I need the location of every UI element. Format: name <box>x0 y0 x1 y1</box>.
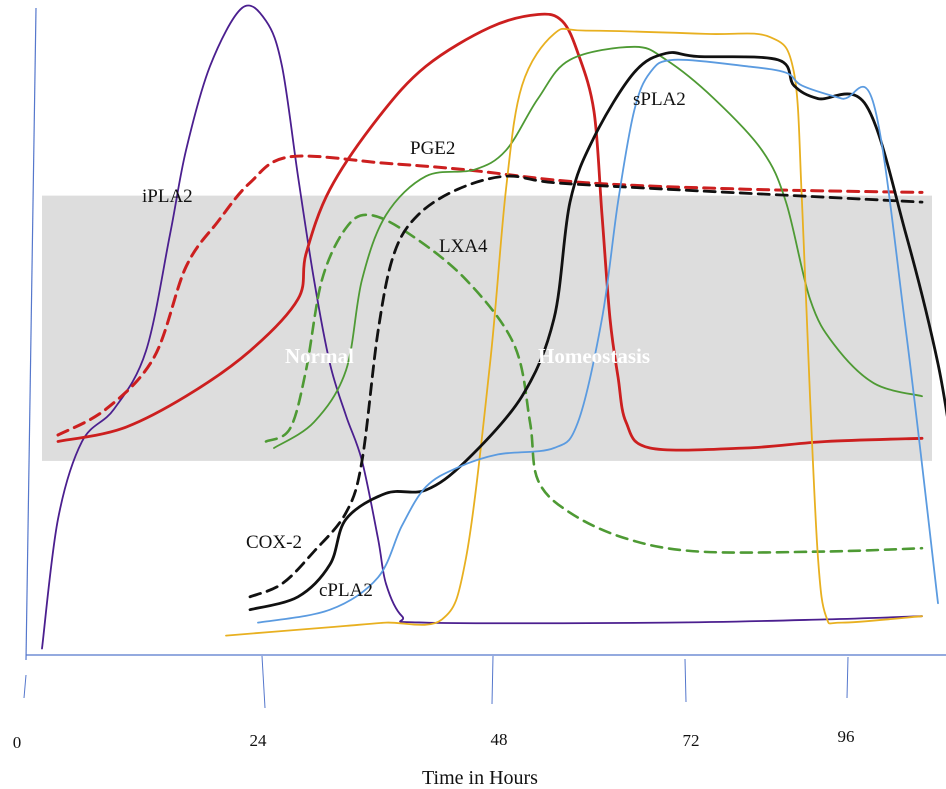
label-cpla2: cPLA2 <box>319 580 373 601</box>
spla2-line-5 <box>225 27 923 637</box>
x-tick-48 <box>491 655 494 705</box>
label-lxa4: LXA4 <box>439 236 488 257</box>
x-tick-0 <box>23 674 27 699</box>
cpla2-line-8 <box>257 58 939 624</box>
label-pge2: PGE2 <box>410 138 455 159</box>
x-axis-title: Time in Hours <box>422 767 538 789</box>
cox-2-line-6 <box>248 174 924 599</box>
pge2-line-2 <box>56 12 924 452</box>
series-line-7 <box>248 51 946 612</box>
y-axis <box>25 7 37 661</box>
x-tick-72 <box>684 658 687 703</box>
x-tick-label-72: 72 <box>683 731 700 750</box>
label-spla2: sPLA2 <box>633 89 686 110</box>
x-tick-96 <box>846 656 849 699</box>
band-label-homeostasis: Homeostasis <box>538 344 650 368</box>
homeostasis-band <box>42 195 932 461</box>
series-line-4 <box>264 213 924 554</box>
label-cox2: COX-2 <box>246 532 302 553</box>
label-ipla2: iPLA2 <box>142 186 193 207</box>
x-tick-24 <box>261 655 266 709</box>
x-tick-label-0: 0 <box>13 733 22 752</box>
lxa4-line-3 <box>273 45 923 449</box>
series-layer <box>41 4 946 650</box>
ipla2-line-0 <box>41 4 923 650</box>
series-line-1 <box>56 154 924 437</box>
band-label-normal: Normal <box>285 344 354 368</box>
x-tick-label-24: 24 <box>250 731 268 750</box>
x-tick-label-96: 96 <box>838 727 855 746</box>
x-tick-label-48: 48 <box>491 730 508 749</box>
